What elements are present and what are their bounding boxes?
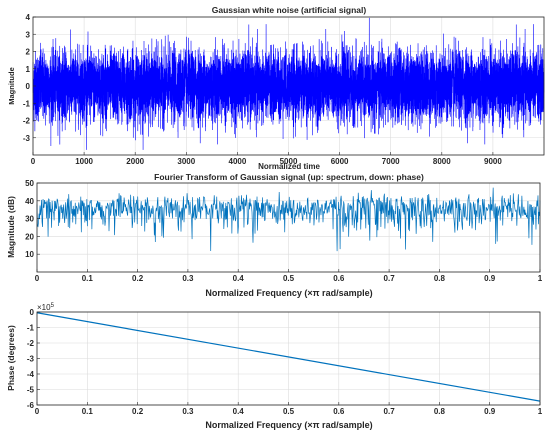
time-signal-y-ticks: -3 -2 -1 0 1 2 3 4 xyxy=(23,13,36,143)
phase-x-tick-label: 0.7 xyxy=(384,407,396,416)
spectrum-x-ticks: 0 0.1 0.2 0.3 0.4 0.5 0.6 0.7 0.8 0.9 1 xyxy=(35,269,543,283)
time-signal-y-tick-label: 4 xyxy=(26,13,31,22)
spectrum-series-line xyxy=(36,187,541,252)
time-signal-x-tick-label: 9000 xyxy=(484,157,502,166)
time-signal-y-tick-label: -3 xyxy=(23,134,31,143)
spectrum-title: Fourier Transform of Gaussian signal (up… xyxy=(154,172,424,182)
time-signal-x-tick-label: 0 xyxy=(31,157,36,166)
time-signal-x-tick-label: 5000 xyxy=(280,157,298,166)
time-signal-x-tick-label: 7000 xyxy=(382,157,400,166)
time-signal-y-tick-label: -1 xyxy=(23,99,31,108)
spectrum-y-tick-label: 30 xyxy=(25,215,34,224)
spectrum-x-tick-label: 0.7 xyxy=(384,274,396,283)
time-signal-x-tick-label: 6000 xyxy=(331,157,349,166)
phase-x-tick-label: 0.9 xyxy=(484,407,496,416)
phase-y-tick-label: -6 xyxy=(27,401,35,410)
time-signal-title: Gaussian white noise (artificial signal) xyxy=(212,5,367,15)
time-signal-y-tick-label: 1 xyxy=(26,65,31,74)
spectrum-x-tick-label: 0.3 xyxy=(182,274,194,283)
spectrum-x-tick-label: 0.5 xyxy=(283,274,295,283)
spectrum-x-tick-label: 0 xyxy=(35,274,40,283)
spectrum-y-tick-label: 20 xyxy=(25,232,34,241)
phase-x-tick-label: 0.1 xyxy=(82,407,94,416)
spectrum-x-tick-label: 0.9 xyxy=(484,274,496,283)
phase-x-tick-label: 0.8 xyxy=(434,407,446,416)
time-signal-y-tick-label: -2 xyxy=(23,117,31,126)
spectrum-y-tick-label: 50 xyxy=(25,179,34,188)
spectrum-x-label: Normalized Frequency (×π rad/sample) xyxy=(205,288,372,298)
phase-y-exponent-power: 5 xyxy=(51,303,55,309)
phase-y-tick-label: -3 xyxy=(27,355,35,364)
time-signal-y-tick-label: 2 xyxy=(26,48,31,57)
spectrum-x-tick-label: 1 xyxy=(538,274,543,283)
phase-y-exponent-base: ×10 xyxy=(37,303,51,312)
time-signal-x-tick-label: 2000 xyxy=(126,157,144,166)
phase-x-tick-label: 0.4 xyxy=(233,407,245,416)
spectrum-x-tick-label: 0.4 xyxy=(233,274,245,283)
phase-x-ticks: 0 0.1 0.2 0.3 0.4 0.5 0.6 0.7 0.8 0.9 1 xyxy=(35,402,543,416)
phase-y-label: Phase (degrees) xyxy=(6,325,16,391)
spectrum-y-tick-label: 10 xyxy=(25,250,34,259)
time-signal-y-tick-label: 0 xyxy=(26,82,31,91)
time-signal-x-label: Normalized time xyxy=(258,162,320,171)
phase-x-tick-label: 0.3 xyxy=(182,407,194,416)
spectrum-x-tick-label: 0.2 xyxy=(132,274,144,283)
time-signal-x-tick-label: 8000 xyxy=(433,157,451,166)
spectrum-y-label: Magnitude (dB) xyxy=(6,196,16,258)
time-signal-x-tick-label: 3000 xyxy=(177,157,195,166)
phase-series-line xyxy=(36,312,541,402)
phase-y-tick-label: -5 xyxy=(27,386,35,395)
time-signal-y-label: Magnitude xyxy=(7,67,16,105)
phase-y-tick-label: -1 xyxy=(27,324,35,333)
phase-y-tick-label: -4 xyxy=(27,370,35,379)
phase-y-tick-label: -2 xyxy=(27,339,35,348)
phase-x-tick-label: 0.2 xyxy=(132,407,144,416)
phase-y-ticks: 0 -1 -2 -3 -4 -5 -6 xyxy=(27,308,40,410)
time-signal-x-tick-label: 4000 xyxy=(229,157,247,166)
phase-y-exponent: ×105 xyxy=(37,303,55,312)
time-signal-x-tick-label: 1000 xyxy=(75,157,93,166)
time-signal-subplot: Gaussian white noise (artificial signal)… xyxy=(7,5,545,171)
spectrum-subplot: Fourier Transform of Gaussian signal (up… xyxy=(6,172,543,298)
phase-subplot: 0 0.1 0.2 0.3 0.4 0.5 0.6 0.7 0.8 0.9 1 0 -1 -2 -3 -4 -… xyxy=(6,303,543,430)
spectrum-x-tick-label: 0.6 xyxy=(333,274,345,283)
phase-x-tick-label: 0.6 xyxy=(333,407,345,416)
spectrum-y-tick-label: 40 xyxy=(25,197,34,206)
phase-y-tick-label: 0 xyxy=(30,308,35,317)
phase-x-tick-label: 0 xyxy=(35,407,40,416)
phase-x-tick-label: 0.5 xyxy=(283,407,295,416)
time-signal-series-line xyxy=(32,17,545,150)
phase-x-label: Normalized Frequency (×π rad/sample) xyxy=(205,420,372,430)
time-signal-y-tick-label: 3 xyxy=(26,30,31,39)
spectrum-x-tick-label: 0.1 xyxy=(82,274,94,283)
spectrum-x-tick-label: 0.8 xyxy=(434,274,446,283)
spectrum-y-ticks: 10 20 30 40 50 xyxy=(25,179,40,259)
time-signal-x-ticks: 0 1000 2000 3000 4000 5000 6000 7000 8000 9000 xyxy=(31,152,502,166)
phase-x-tick-label: 1 xyxy=(538,407,543,416)
